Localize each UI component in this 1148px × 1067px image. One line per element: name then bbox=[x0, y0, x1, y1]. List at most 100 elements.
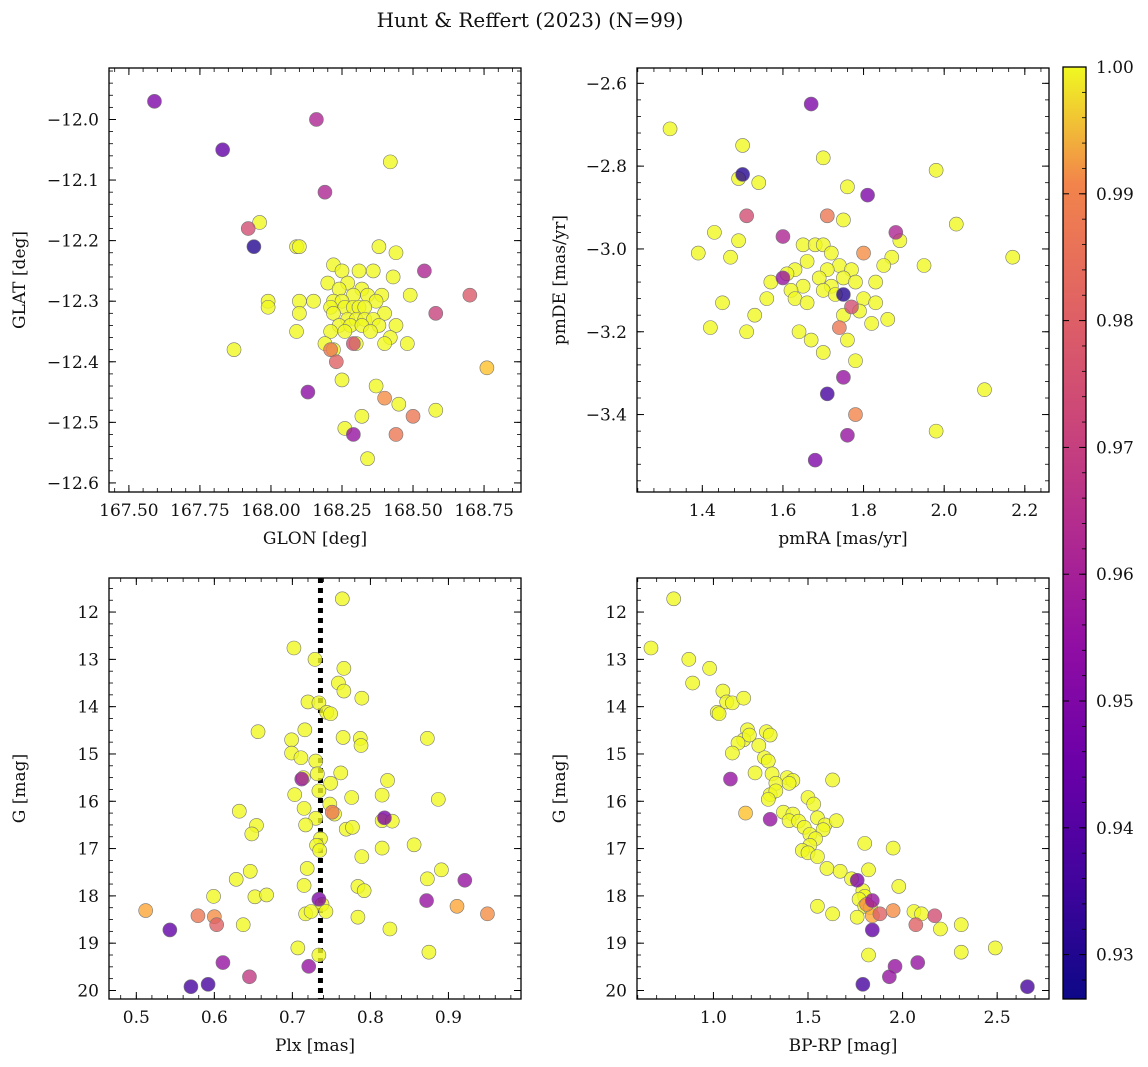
data-point bbox=[252, 215, 267, 230]
colorbar-gradient bbox=[1063, 67, 1086, 999]
data-point bbox=[685, 675, 700, 691]
axes-frame bbox=[636, 67, 1050, 493]
data-point bbox=[371, 239, 387, 254]
data-point bbox=[244, 826, 260, 842]
data-point bbox=[246, 239, 262, 254]
data-point bbox=[312, 843, 327, 858]
data-point bbox=[346, 336, 361, 351]
data-point bbox=[430, 792, 446, 807]
data-point bbox=[739, 324, 754, 340]
data-point bbox=[228, 872, 244, 887]
data-point bbox=[876, 258, 892, 273]
x-tick-label: 0.5 bbox=[123, 1008, 150, 1028]
data-point bbox=[226, 342, 242, 357]
y-tick-label: 13 bbox=[605, 650, 627, 670]
x-tick-label: 1.4 bbox=[689, 501, 716, 521]
scatter-points bbox=[662, 96, 1021, 468]
data-point bbox=[296, 801, 312, 816]
data-point bbox=[856, 245, 871, 261]
data-point bbox=[354, 408, 370, 424]
data-point bbox=[333, 765, 349, 781]
data-point bbox=[751, 175, 767, 190]
x-axis-label: pmRA [mas/yr] bbox=[778, 529, 907, 549]
data-point bbox=[736, 690, 751, 706]
data-point bbox=[320, 275, 336, 291]
x-tick-label: 167.75 bbox=[170, 501, 229, 521]
data-point bbox=[380, 773, 395, 788]
data-point bbox=[209, 917, 224, 933]
y-tick-label: 15 bbox=[77, 745, 99, 765]
data-point bbox=[849, 872, 865, 888]
data-point bbox=[290, 940, 306, 956]
colorbar-tick-label: 0.96 bbox=[1096, 565, 1134, 585]
data-point bbox=[353, 738, 369, 753]
data-point bbox=[855, 977, 871, 992]
data-point bbox=[735, 138, 750, 153]
data-point bbox=[420, 731, 435, 746]
data-point bbox=[864, 316, 879, 331]
data-point bbox=[662, 121, 678, 137]
subplot-pmra-pmde: 1.4 1.6 1.8 2.0 2.2 −3.4 −3.2 −3.0 −2.8 −2.6 pmRA … bbox=[550, 67, 1050, 549]
data-point bbox=[803, 332, 819, 348]
data-point bbox=[301, 959, 317, 974]
data-point bbox=[344, 790, 359, 805]
data-point bbox=[235, 917, 251, 933]
data-point bbox=[751, 738, 767, 753]
data-point bbox=[819, 861, 835, 876]
colorbar-tick-label: 0.93 bbox=[1096, 946, 1134, 966]
x-tick-label: 168.75 bbox=[454, 501, 513, 521]
data-point bbox=[739, 208, 754, 224]
data-point bbox=[292, 306, 307, 321]
x-tick-label: 168.25 bbox=[312, 501, 371, 521]
y-tick-label: −3.4 bbox=[586, 406, 627, 426]
data-point bbox=[860, 187, 875, 203]
y-tick-label: 13 bbox=[77, 650, 99, 670]
data-point bbox=[916, 258, 932, 273]
data-point bbox=[377, 336, 392, 351]
data-point bbox=[296, 878, 312, 893]
data-point bbox=[354, 690, 370, 706]
data-point bbox=[289, 324, 304, 339]
x-tick-label: 1.0 bbox=[700, 1008, 727, 1028]
data-point bbox=[908, 917, 924, 933]
data-point bbox=[810, 898, 825, 914]
data-point bbox=[374, 840, 390, 856]
colorbar-tick-label: 0.98 bbox=[1096, 312, 1134, 332]
data-point bbox=[402, 287, 418, 303]
x-tick-label: 2.0 bbox=[889, 1008, 916, 1028]
data-point bbox=[666, 591, 681, 607]
data-point bbox=[329, 354, 344, 370]
data-point bbox=[735, 167, 750, 182]
data-point bbox=[910, 955, 926, 970]
data-point bbox=[293, 750, 309, 766]
data-point bbox=[299, 861, 315, 876]
y-tick-label: −12.6 bbox=[47, 474, 99, 494]
data-point bbox=[294, 771, 310, 787]
y-tick-label: 14 bbox=[605, 698, 627, 718]
data-point bbox=[326, 306, 341, 321]
colorbar: 0.93 0.94 0.95 0.96 0.97 0.98 0.99 1.00 bbox=[1062, 58, 1134, 1000]
data-point bbox=[323, 775, 338, 791]
data-point bbox=[888, 225, 904, 240]
x-tick-label: 1.5 bbox=[794, 1008, 821, 1028]
data-point bbox=[360, 451, 375, 466]
data-point bbox=[368, 378, 384, 394]
data-point bbox=[317, 184, 333, 200]
data-point bbox=[775, 229, 791, 244]
data-point bbox=[242, 969, 257, 985]
data-point bbox=[807, 452, 823, 468]
data-point bbox=[836, 370, 851, 385]
data-point bbox=[840, 332, 855, 348]
data-point bbox=[311, 695, 327, 711]
x-tick-label: 2.2 bbox=[1011, 501, 1038, 521]
y-tick-label: 12 bbox=[77, 603, 99, 623]
data-point bbox=[391, 396, 407, 412]
data-point bbox=[377, 306, 392, 321]
y-tick-label: 16 bbox=[77, 792, 99, 812]
data-point bbox=[760, 753, 776, 769]
data-point bbox=[836, 287, 851, 302]
data-point bbox=[861, 947, 876, 963]
subplot-glon-glat: 167.50 167.75 168.00 168.25 168.50 168.75 −12.… bbox=[10, 67, 522, 549]
data-point bbox=[933, 921, 948, 937]
